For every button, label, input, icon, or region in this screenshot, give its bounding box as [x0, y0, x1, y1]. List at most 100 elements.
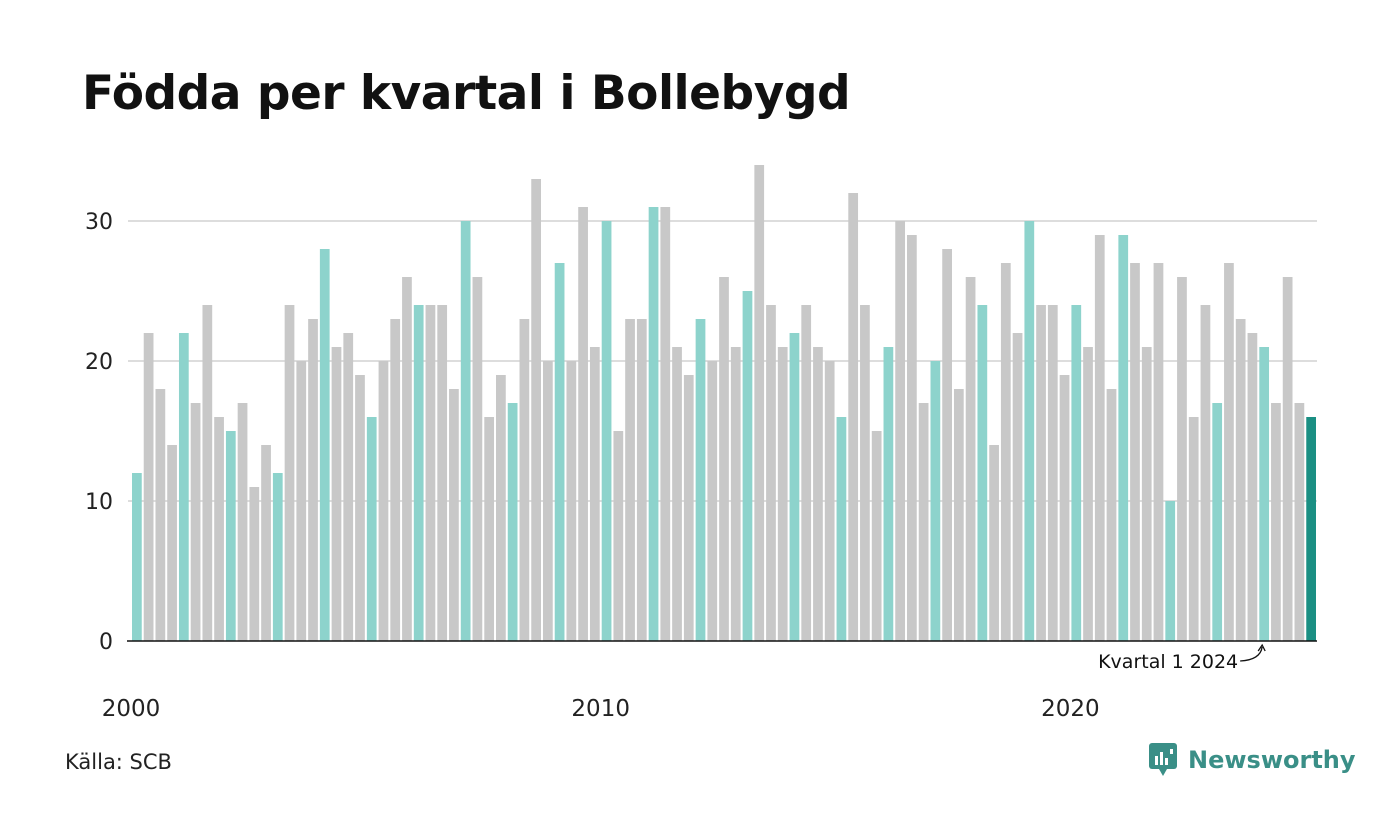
bar — [284, 305, 295, 641]
brand-name: Newsworthy — [1188, 746, 1356, 774]
bar — [742, 291, 753, 641]
bar — [237, 403, 248, 641]
annotation: Kvartal 1 2024 — [1098, 643, 1266, 673]
y-tick-label: 10 — [85, 490, 113, 515]
bar — [1106, 389, 1117, 641]
bar — [566, 361, 577, 641]
bar — [636, 319, 647, 641]
bar — [578, 207, 588, 641]
bar — [613, 431, 624, 641]
bar — [1294, 403, 1305, 641]
bar — [484, 417, 495, 641]
bar — [1083, 347, 1093, 641]
bar — [1118, 235, 1129, 641]
x-tick-label: 2000 — [102, 696, 161, 722]
bar — [1188, 417, 1199, 641]
bar — [143, 333, 154, 641]
bar — [918, 403, 929, 641]
bar — [953, 389, 964, 641]
bar — [707, 361, 718, 641]
bar — [989, 445, 999, 641]
bar — [1165, 501, 1176, 641]
bar — [413, 305, 424, 641]
y-tick-label: 30 — [85, 210, 113, 235]
bar — [249, 487, 260, 641]
bar — [754, 165, 765, 641]
bar — [1024, 221, 1035, 641]
bar — [355, 375, 365, 641]
bar — [190, 403, 201, 641]
bar — [1200, 305, 1211, 641]
bar — [390, 319, 401, 641]
bar — [472, 277, 483, 641]
annotation-arrowhead — [1257, 643, 1266, 652]
y-axis-labels: 0 10 20 30 — [85, 210, 113, 655]
bar — [155, 389, 166, 641]
bar — [496, 375, 506, 641]
bar — [308, 319, 318, 641]
annotation-label: Kvartal 1 2024 — [1098, 651, 1238, 673]
bar — [507, 403, 518, 641]
source-label: Källa: SCB — [65, 750, 172, 774]
bar — [824, 361, 835, 641]
bar — [1153, 263, 1164, 641]
bar — [167, 445, 177, 641]
bar — [660, 207, 671, 641]
bar — [366, 417, 377, 641]
bar — [730, 347, 741, 641]
bar — [296, 361, 307, 641]
bar — [1059, 375, 1070, 641]
bar — [331, 347, 342, 641]
bar — [425, 305, 436, 641]
x-axis-labels: 2000 2010 2020 — [102, 696, 1100, 722]
bar — [554, 263, 565, 641]
bar — [1094, 235, 1105, 641]
bar — [895, 221, 906, 641]
bar — [965, 277, 976, 641]
bar — [766, 305, 776, 641]
bar — [1282, 277, 1293, 641]
bar — [789, 333, 800, 641]
bar — [930, 361, 941, 641]
bar — [319, 249, 330, 641]
bar — [261, 445, 271, 641]
bar — [1306, 417, 1316, 641]
newsworthy-logo-icon — [1149, 743, 1177, 776]
bar — [601, 221, 612, 641]
bar — [1036, 305, 1046, 641]
x-tick-label: 2020 — [1041, 696, 1100, 722]
annotation-arrow — [1240, 646, 1263, 662]
bar — [836, 417, 847, 641]
bar — [132, 473, 142, 641]
bar — [1259, 347, 1270, 641]
bar — [942, 249, 952, 641]
bar — [343, 333, 354, 641]
bar — [860, 305, 870, 641]
bar — [1130, 263, 1140, 641]
bar — [202, 305, 213, 641]
bar — [1235, 319, 1246, 641]
bar — [1177, 277, 1187, 641]
bar — [907, 235, 917, 641]
bar — [1071, 305, 1082, 641]
bar — [777, 347, 788, 641]
bar — [1000, 263, 1011, 641]
bar — [272, 473, 283, 641]
bar — [625, 319, 635, 641]
bar — [519, 319, 530, 641]
bar — [883, 347, 894, 641]
bar — [449, 389, 459, 641]
bar — [683, 375, 694, 641]
bar — [225, 431, 236, 641]
bar — [801, 305, 812, 641]
bars — [132, 165, 1316, 641]
bar — [589, 347, 600, 641]
bar — [1212, 403, 1223, 641]
bar — [1224, 263, 1234, 641]
bar — [214, 417, 224, 641]
bar — [977, 305, 988, 641]
bar — [178, 333, 189, 641]
x-tick-label: 2010 — [571, 696, 630, 722]
bar — [378, 361, 389, 641]
